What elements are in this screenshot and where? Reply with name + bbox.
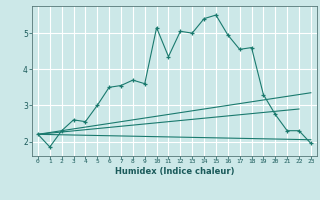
X-axis label: Humidex (Indice chaleur): Humidex (Indice chaleur) bbox=[115, 167, 234, 176]
